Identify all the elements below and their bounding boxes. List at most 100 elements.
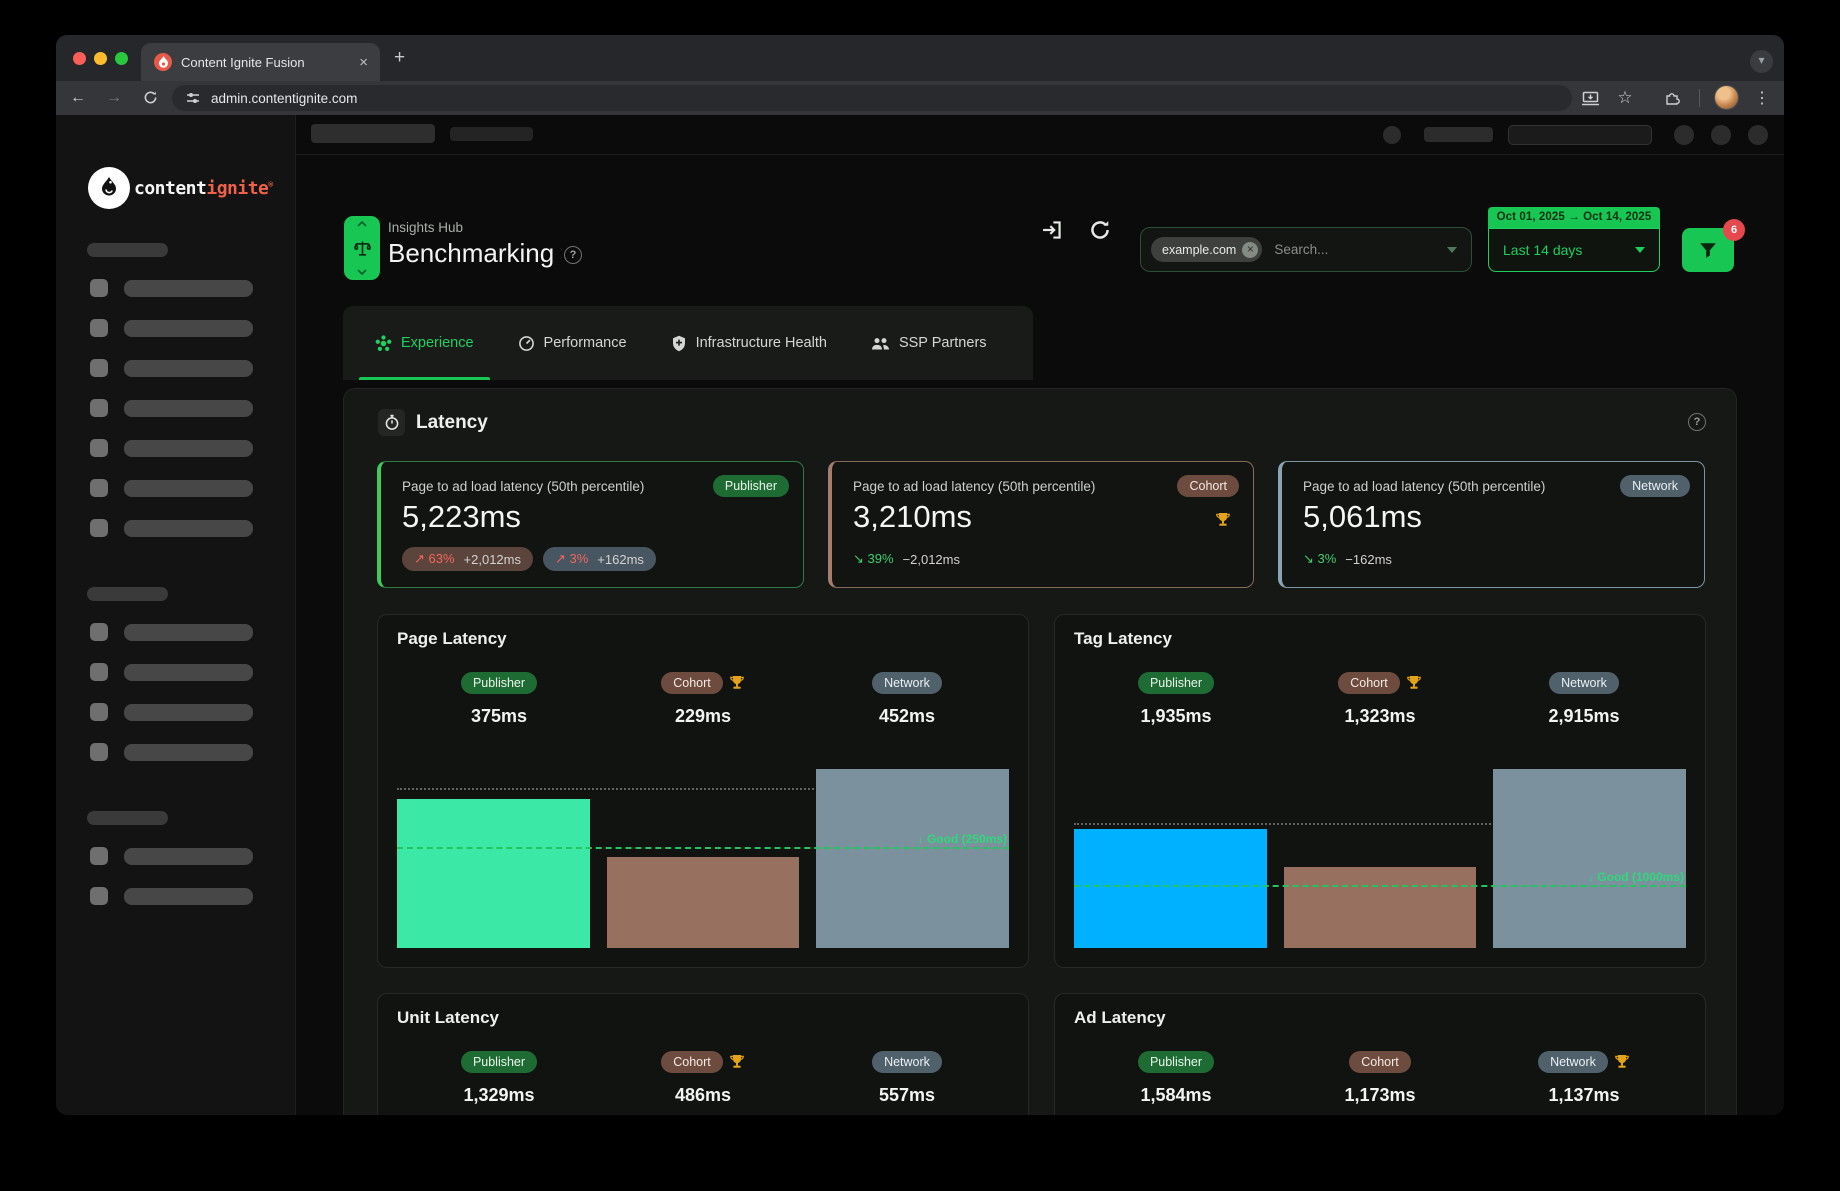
sidebar-item-label-skeleton bbox=[124, 359, 253, 377]
gridline bbox=[397, 788, 1009, 790]
sidebar-item-skeleton[interactable] bbox=[90, 623, 296, 641]
reload-icon[interactable] bbox=[138, 86, 162, 110]
sidebar-item-skeleton[interactable] bbox=[90, 519, 296, 537]
trophy-icon bbox=[1406, 675, 1422, 691]
site-settings-icon[interactable] bbox=[185, 90, 201, 106]
latency-panel: Latency ? Page to ad load latency (50th … bbox=[343, 388, 1737, 1115]
legend-value: 1,173ms bbox=[1344, 1085, 1416, 1105]
trophy-icon bbox=[1215, 512, 1231, 533]
people-icon bbox=[871, 336, 890, 351]
topbar-skeleton-circle bbox=[1383, 126, 1401, 144]
legend-column: Publisher 1,584ms bbox=[1074, 1050, 1278, 1106]
back-icon[interactable]: ← bbox=[70, 89, 86, 106]
sidebar-item-skeleton[interactable] bbox=[90, 399, 296, 417]
kpi-change-badges: ↗ 63% +2,012ms ↗ 3% +162ms bbox=[402, 547, 656, 571]
topbar-skeleton-bar bbox=[450, 127, 533, 141]
section-title: Latency bbox=[416, 412, 488, 433]
sidebar-item-label-skeleton bbox=[124, 439, 253, 457]
kpi-card-network: Page to ad load latency (50th percentile… bbox=[1278, 461, 1705, 588]
sidebar-item-icon bbox=[90, 439, 108, 457]
help-icon[interactable]: ? bbox=[1688, 413, 1706, 431]
help-icon[interactable]: ? bbox=[564, 246, 582, 264]
sidebar-item-skeleton[interactable] bbox=[90, 359, 296, 377]
kpi-change-badges: ↘ 3% −162ms bbox=[1303, 547, 1392, 571]
bar-plot: ↓ Good (250ms) bbox=[397, 753, 1010, 948]
url-bar[interactable]: admin.contentignite.com bbox=[172, 85, 1572, 111]
good-threshold-line bbox=[1074, 885, 1686, 887]
good-threshold-label: ↓ Good (250ms) bbox=[917, 832, 1007, 846]
sidebar-item-skeleton[interactable] bbox=[90, 847, 296, 865]
sidebar-item-icon bbox=[90, 359, 108, 377]
filter-count-badge: 6 bbox=[1723, 219, 1745, 241]
profile-avatar[interactable] bbox=[1714, 85, 1739, 110]
period-dropdown[interactable]: Last 14 days bbox=[1488, 228, 1660, 272]
legend-pill: Publisher bbox=[1137, 672, 1215, 694]
chip-remove-icon[interactable]: × bbox=[1242, 241, 1259, 258]
legend-column: Cohort 486ms bbox=[601, 1050, 805, 1106]
sidebar-item-skeleton[interactable] bbox=[90, 319, 296, 337]
tab-ssp-partners[interactable]: SSP Partners bbox=[849, 306, 1009, 380]
bar-cohort bbox=[1283, 867, 1477, 948]
topbar-skeleton-circle bbox=[1711, 125, 1731, 145]
kpi-badge: Publisher bbox=[712, 475, 789, 497]
legend-pill: Network bbox=[1549, 672, 1619, 694]
tab-close-icon[interactable]: × bbox=[359, 53, 368, 71]
sidebar-item-skeleton[interactable] bbox=[90, 743, 296, 761]
legend-column: Cohort 1,173ms bbox=[1278, 1050, 1482, 1106]
tab-experience[interactable]: Experience bbox=[353, 306, 496, 380]
extensions-icon[interactable] bbox=[1660, 86, 1684, 110]
install-icon[interactable] bbox=[1578, 86, 1602, 110]
sidebar-item-skeleton[interactable] bbox=[90, 887, 296, 905]
bookmark-star-icon[interactable]: ☆ bbox=[1617, 88, 1633, 107]
bar-plot: ↓ Good (1000ms) bbox=[1074, 753, 1687, 948]
trophy-icon bbox=[729, 1054, 745, 1070]
legend-value: 452ms bbox=[878, 706, 936, 726]
tab-performance[interactable]: Performance bbox=[496, 306, 649, 380]
brand-logo[interactable]: contentignite® bbox=[88, 167, 273, 209]
legend-pill: Network bbox=[872, 672, 942, 694]
legend-column: Publisher 1,329ms bbox=[397, 1050, 601, 1106]
stopwatch-icon bbox=[378, 409, 405, 436]
kpi-card-cohort: Page to ad load latency (50th percentile… bbox=[828, 461, 1254, 588]
sidebar: contentignite® bbox=[56, 115, 296, 1115]
new-tab-button[interactable]: + bbox=[394, 47, 406, 68]
window-zoom-button[interactable] bbox=[115, 52, 128, 65]
sidebar-item-icon bbox=[90, 319, 108, 337]
tab-infrastructure-health[interactable]: Infrastructure Health bbox=[649, 306, 849, 380]
forward-icon[interactable]: → bbox=[106, 89, 122, 106]
window-minimize-button[interactable] bbox=[94, 52, 107, 65]
sidebar-section-skeleton bbox=[87, 811, 168, 825]
sparkle-icon bbox=[375, 334, 392, 352]
refresh-icon[interactable] bbox=[1089, 219, 1113, 243]
kpi-card-publisher: Page to ad load latency (50th percentile… bbox=[377, 461, 804, 588]
sidebar-item-icon bbox=[90, 703, 108, 721]
section-tabs: Experience Performance Infrastructure Heal… bbox=[343, 306, 1033, 380]
sidebar-item-skeleton[interactable] bbox=[90, 703, 296, 721]
toolbar-divider bbox=[1699, 89, 1700, 107]
browser-window: Content Ignite Fusion × + ▾ ← → admin.co… bbox=[56, 35, 1784, 1115]
sidebar-item-skeleton[interactable] bbox=[90, 279, 296, 297]
sidebar-section-skeleton bbox=[87, 587, 168, 601]
sidebar-item-icon bbox=[90, 519, 108, 537]
export-icon[interactable] bbox=[1041, 219, 1065, 243]
sidebar-item-skeleton[interactable] bbox=[90, 479, 296, 497]
bar-cohort bbox=[606, 857, 800, 948]
browser-tab[interactable]: Content Ignite Fusion × bbox=[141, 43, 380, 81]
change-badge: ↗ 63% +2,012ms bbox=[402, 547, 533, 571]
chart-legend: Publisher 1,935ms Cohort 1,323ms Network 2,91… bbox=[1074, 671, 1686, 727]
kpi-badge: Network bbox=[1620, 475, 1690, 497]
topbar-skeleton-bar bbox=[1424, 127, 1493, 142]
legend-pill: Publisher bbox=[460, 672, 538, 694]
search-input[interactable]: example.com × Search... bbox=[1140, 227, 1472, 272]
shield-icon bbox=[671, 335, 687, 352]
benchmarking-scale-icon[interactable] bbox=[344, 216, 380, 280]
tab-search-chevron-icon[interactable]: ▾ bbox=[1750, 50, 1773, 73]
sidebar-item-skeleton[interactable] bbox=[90, 439, 296, 457]
search-filter-chip[interactable]: example.com × bbox=[1151, 237, 1263, 262]
kpi-value: 3,210ms bbox=[853, 499, 972, 534]
legend-pill: Network bbox=[872, 1051, 942, 1073]
chevron-down-icon bbox=[1447, 246, 1457, 253]
menu-kebab-icon[interactable]: ⋮ bbox=[1754, 90, 1770, 107]
sidebar-item-skeleton[interactable] bbox=[90, 663, 296, 681]
window-close-button[interactable] bbox=[73, 52, 86, 65]
